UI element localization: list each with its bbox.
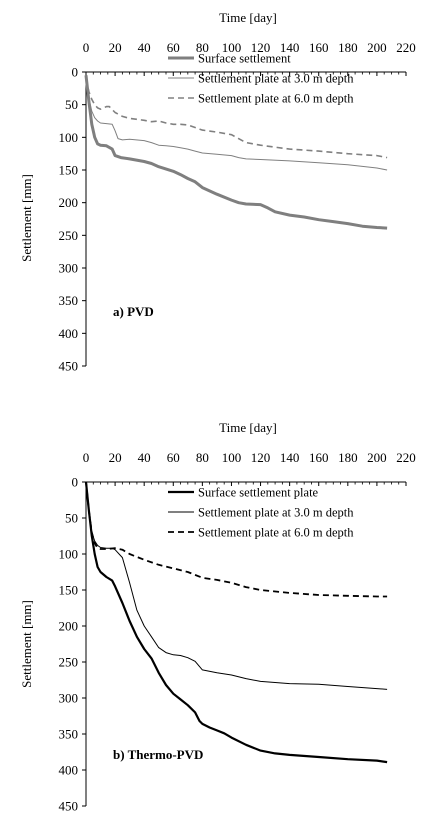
y-tick-label: 150 [59,163,79,178]
x-tick-label: 200 [367,40,387,55]
x-tick-label: 0 [83,450,90,465]
x-tick-label: 180 [338,40,358,55]
x-tick-label: 140 [280,40,300,55]
panel-b-gridless-axes: 0 20 40 60 80 100 120 140 160 180 200 220 0 50 100 150 2… [59,450,416,814]
y-tick-label: 350 [59,293,79,308]
x-tick-label: 80 [196,40,209,55]
y-tick-label: 300 [59,691,79,706]
y-tick-label: 50 [65,511,78,526]
y-tick-label: 0 [72,475,79,490]
panel-b-legend: Surface settlement plate Settlement plate… [168,486,354,540]
y-tick-label: 400 [59,326,79,341]
x-tick-label: 220 [396,450,416,465]
panel-a-series [84,75,388,230]
y-tick-label: 250 [59,655,79,670]
panel-b-series [84,481,388,764]
legend-label: Settlement plate at 3.0 m depth [198,506,354,520]
panel-a-y-axis-title: Settlement [mm] [19,174,34,262]
panel-b-series-line-1 [84,481,388,764]
legend-label: Surface settlement [198,52,291,66]
panel-a-series-line-3 [85,78,388,159]
legend-label: Settlement plate at 3.0 m depth [198,72,354,86]
x-tick-label: 160 [309,40,329,55]
x-tick-label: 100 [222,40,242,55]
x-tick-label: 60 [167,40,180,55]
panel-b-label: b) Thermo-PVD [113,747,203,762]
panel-a-legend: Surface settlement Settlement plate at 3.… [168,52,354,106]
x-tick-label: 20 [109,40,122,55]
y-tick-label: 150 [59,583,79,598]
legend-label: Settlement plate at 6.0 m depth [198,526,354,540]
x-tick-label: 220 [396,40,416,55]
x-tick-label: 140 [280,450,300,465]
panel-b-series-line-2 [85,481,388,690]
x-tick-label: 0 [83,40,90,55]
y-tick-label: 200 [59,619,79,634]
y-tick-label: 200 [59,195,79,210]
x-tick-label: 40 [138,40,151,55]
panel-a-series-line-1 [84,75,388,230]
x-tick-label: 80 [196,450,209,465]
y-tick-label: 0 [72,65,79,80]
panel-b-y-axis-title: Settlement [mm] [19,600,34,688]
x-tick-label: 40 [138,450,151,465]
x-tick-label: 20 [109,450,122,465]
y-tick-label: 100 [59,130,79,145]
x-tick-label: 120 [251,40,271,55]
x-tick-label: 160 [309,450,329,465]
y-tick-label: 400 [59,763,79,778]
legend-label: Surface settlement plate [198,486,319,500]
y-tick-label: 450 [59,799,79,814]
x-tick-label: 200 [367,450,387,465]
panel-a-series-line-2 [85,78,388,171]
panel-a-x-axis-title: Time [day] [219,10,277,25]
panel-b-x-axis-title: Time [day] [219,420,277,435]
y-tick-label: 250 [59,228,79,243]
x-tick-label: 60 [167,450,180,465]
y-tick-label: 450 [59,359,79,374]
panel-a-label: a) PVD [113,304,154,319]
x-tick-label: 120 [251,450,271,465]
panel-a-chart: Time [day] Settlement [mm] 0 20 40 60 80 100 1… [19,10,416,374]
panel-b-series-line-3 [85,481,388,598]
x-tick-label: 180 [338,450,358,465]
panel-a-gridless-axes: 0 20 40 60 80 100 120 140 160 180 200 220 0 50 100 150 2… [59,40,416,374]
x-tick-label: 100 [222,450,242,465]
y-tick-label: 350 [59,727,79,742]
y-tick-label: 50 [65,97,78,112]
y-tick-label: 300 [59,261,79,276]
legend-label: Settlement plate at 6.0 m depth [198,92,354,106]
y-tick-label: 100 [59,547,79,562]
panel-b-chart: Time [day] Settlement [mm] 0 20 40 60 80 100 1… [19,420,416,814]
